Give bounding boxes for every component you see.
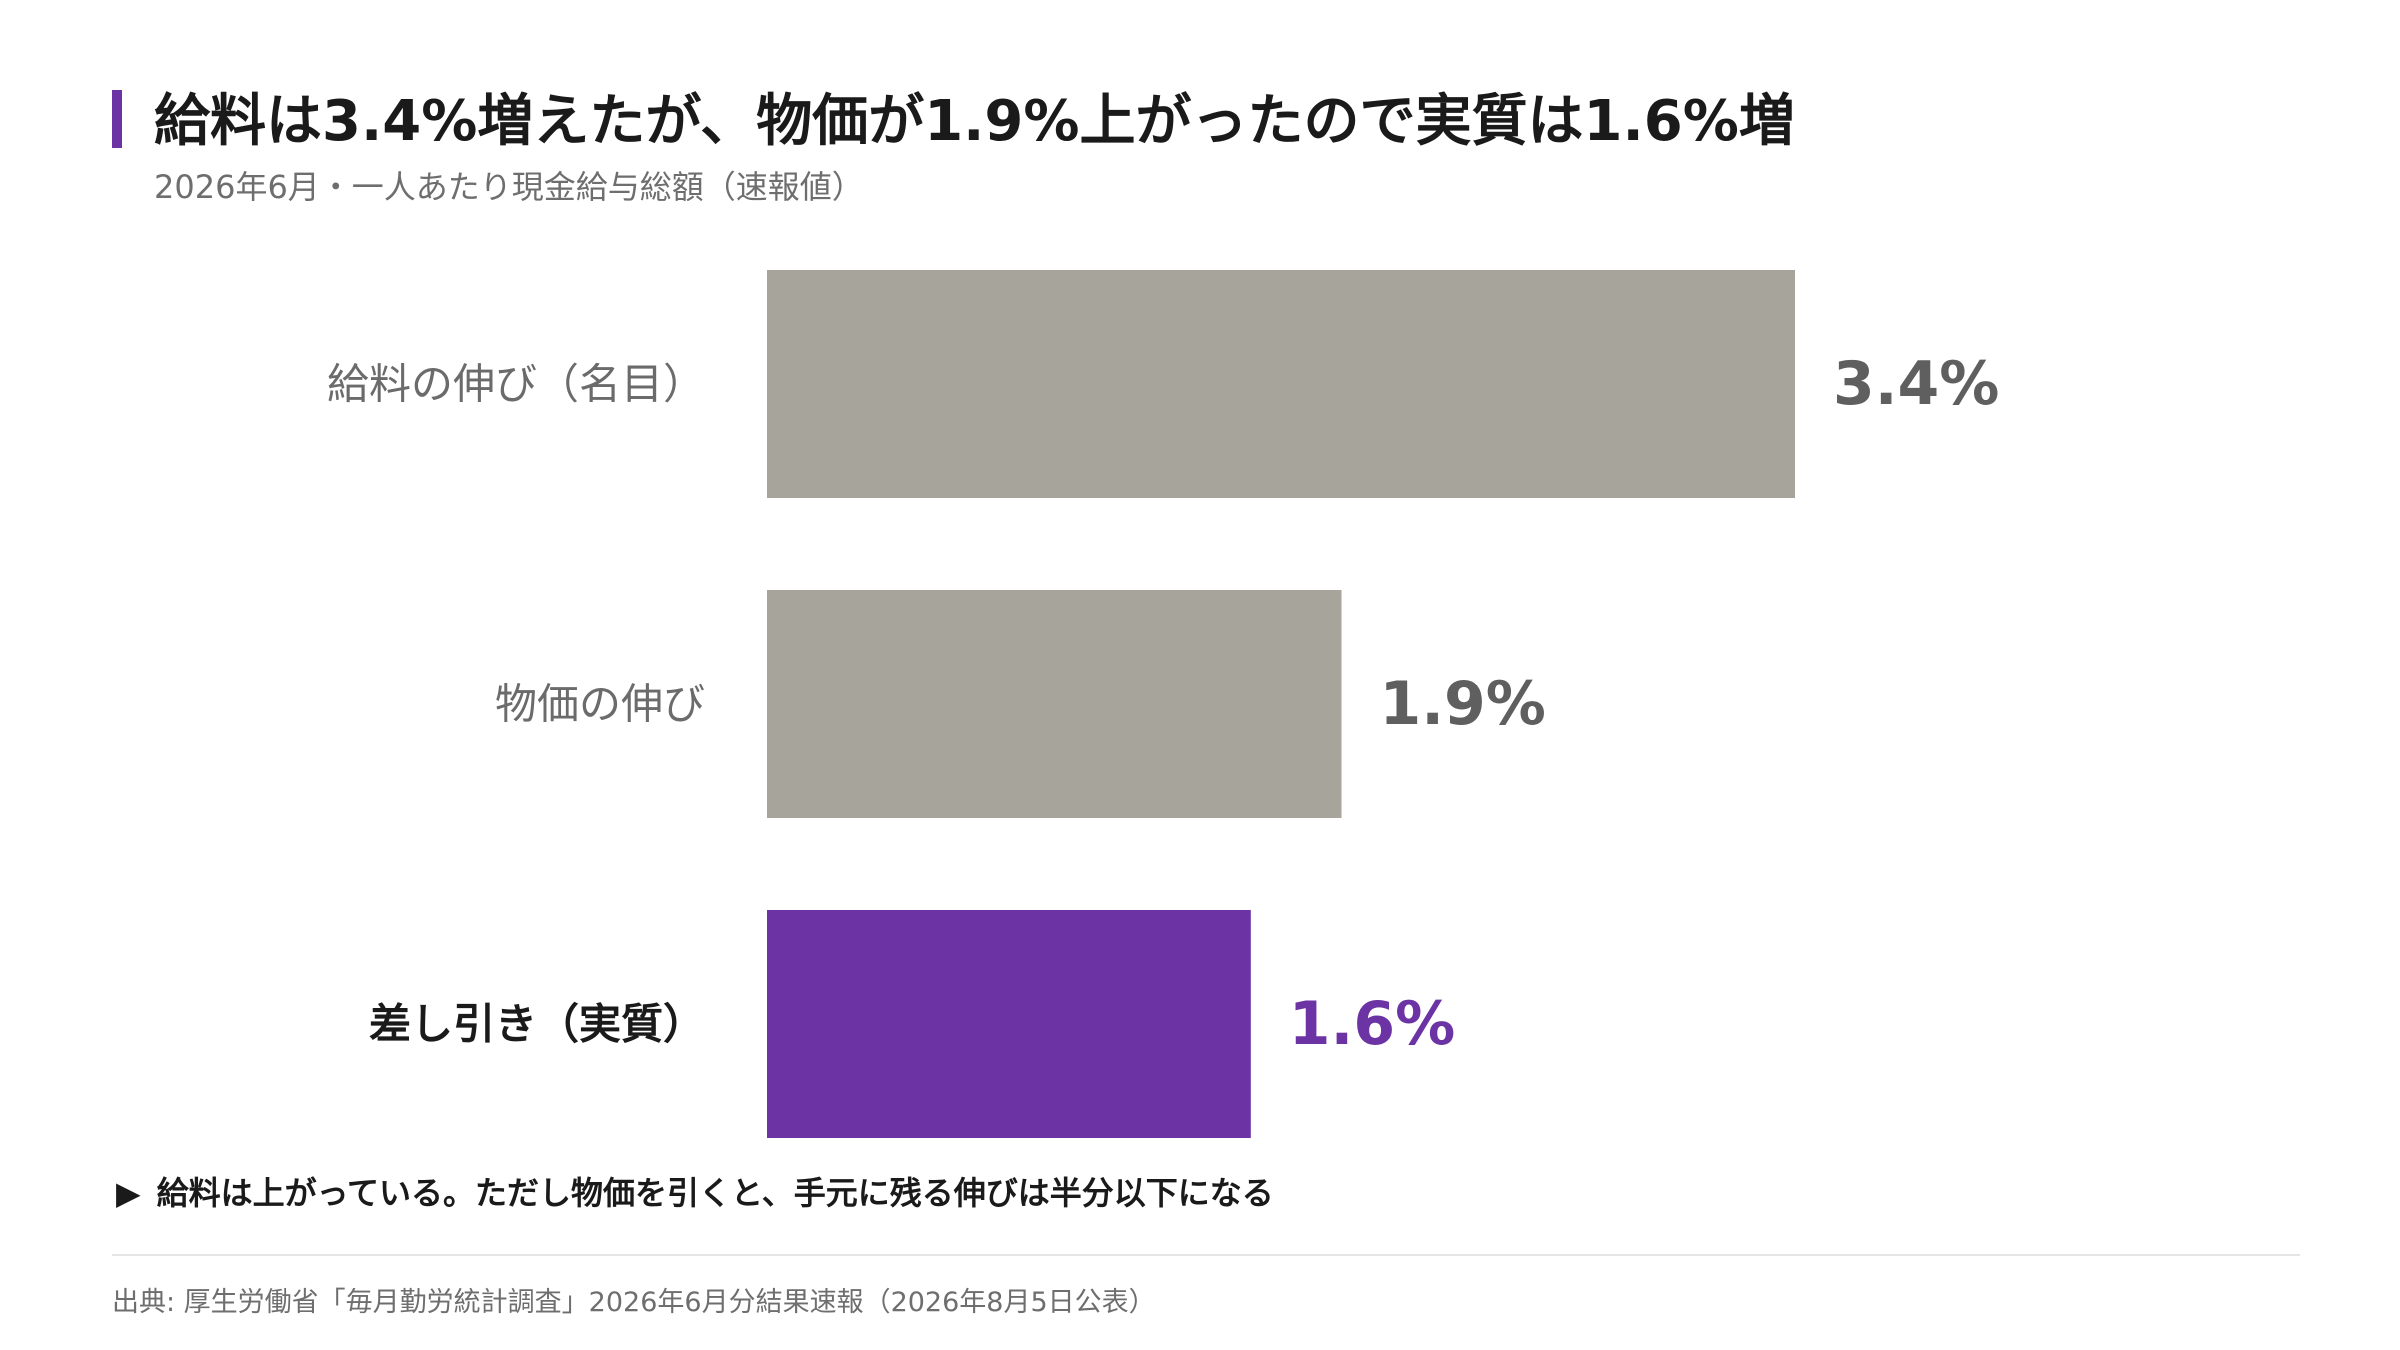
category-label-3: 差し引き（実質） bbox=[369, 1000, 705, 1049]
category-label-1: 給料の伸び（名目） bbox=[327, 360, 705, 409]
bar-3 bbox=[767, 910, 1251, 1138]
note-marker-icon: ▶ bbox=[116, 1174, 141, 1212]
bar-2 bbox=[767, 590, 1342, 818]
value-label-2: 1.9% bbox=[1380, 669, 1546, 739]
note-text: 給料は上がっている。ただし物価を引くと、手元に残る伸びは半分以下になる bbox=[156, 1174, 1274, 1212]
category-label-2: 物価の伸び bbox=[495, 680, 705, 729]
bar-1 bbox=[767, 270, 1795, 498]
chart-subtitle: 2026年6月・一人あたり現金給与総額（速報値） bbox=[154, 168, 864, 206]
value-label-3: 1.6% bbox=[1289, 989, 1455, 1059]
source-credit: 出典: 厚生労働省「毎月勤労統計調査」2026年6月分結果速報（2026年8月5… bbox=[112, 1287, 1156, 1318]
footer-divider bbox=[112, 1254, 2300, 1256]
takeaway-note: ▶ 給料は上がっている。ただし物価を引くと、手元に残る伸びは半分以下になる bbox=[116, 1168, 1274, 1214]
title-accent-bar bbox=[112, 90, 122, 148]
value-label-1: 3.4% bbox=[1833, 349, 1999, 419]
chart-title: 給料は3.4%増えたが、物価が1.9%上がったので実質は1.6%増 bbox=[154, 89, 1795, 154]
